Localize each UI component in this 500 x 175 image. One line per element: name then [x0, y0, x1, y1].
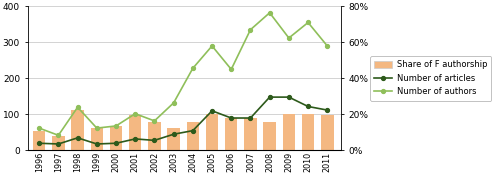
Bar [321, 115, 334, 150]
Number of articles [94, 143, 100, 145]
Number of articles [56, 143, 62, 145]
Number of authors [324, 45, 330, 47]
Number of authors [132, 113, 138, 115]
Bar [206, 114, 218, 150]
Line: Number of articles: Number of articles [37, 95, 329, 146]
Number of articles [209, 110, 215, 112]
Bar [186, 122, 199, 150]
Number of articles [266, 96, 272, 98]
Number of authors [74, 106, 80, 108]
Bar [148, 122, 160, 150]
Number of articles [36, 142, 42, 144]
Bar [129, 116, 141, 150]
Number of authors [228, 68, 234, 70]
Number of authors [113, 125, 119, 127]
Number of articles [170, 133, 176, 135]
Bar [33, 131, 46, 150]
Number of articles [152, 139, 158, 141]
Number of articles [190, 130, 196, 132]
Bar [225, 118, 237, 150]
Legend: Share of F authorship, Number of articles, Number of authors: Share of F authorship, Number of article… [370, 56, 492, 101]
Number of authors [190, 67, 196, 69]
Number of authors [305, 22, 311, 24]
Number of authors [152, 120, 158, 122]
Number of authors [248, 29, 254, 31]
Bar [90, 128, 103, 150]
Bar [110, 126, 122, 150]
Bar [282, 114, 295, 150]
Bar [244, 118, 256, 150]
Bar [168, 128, 180, 150]
Line: Number of authors: Number of authors [37, 11, 329, 137]
Bar [72, 110, 84, 150]
Number of authors [266, 12, 272, 14]
Number of authors [56, 134, 62, 136]
Number of articles [324, 109, 330, 111]
Number of articles [248, 117, 254, 119]
Number of authors [170, 102, 176, 104]
Bar [52, 136, 64, 150]
Number of articles [113, 142, 119, 144]
Number of articles [132, 138, 138, 140]
Bar [264, 122, 276, 150]
Number of articles [228, 117, 234, 119]
Number of authors [94, 127, 100, 129]
Number of authors [286, 37, 292, 39]
Number of authors [209, 45, 215, 47]
Number of articles [74, 137, 80, 139]
Number of authors [36, 127, 42, 129]
Number of articles [305, 105, 311, 107]
Number of articles [286, 96, 292, 98]
Bar [302, 114, 314, 150]
